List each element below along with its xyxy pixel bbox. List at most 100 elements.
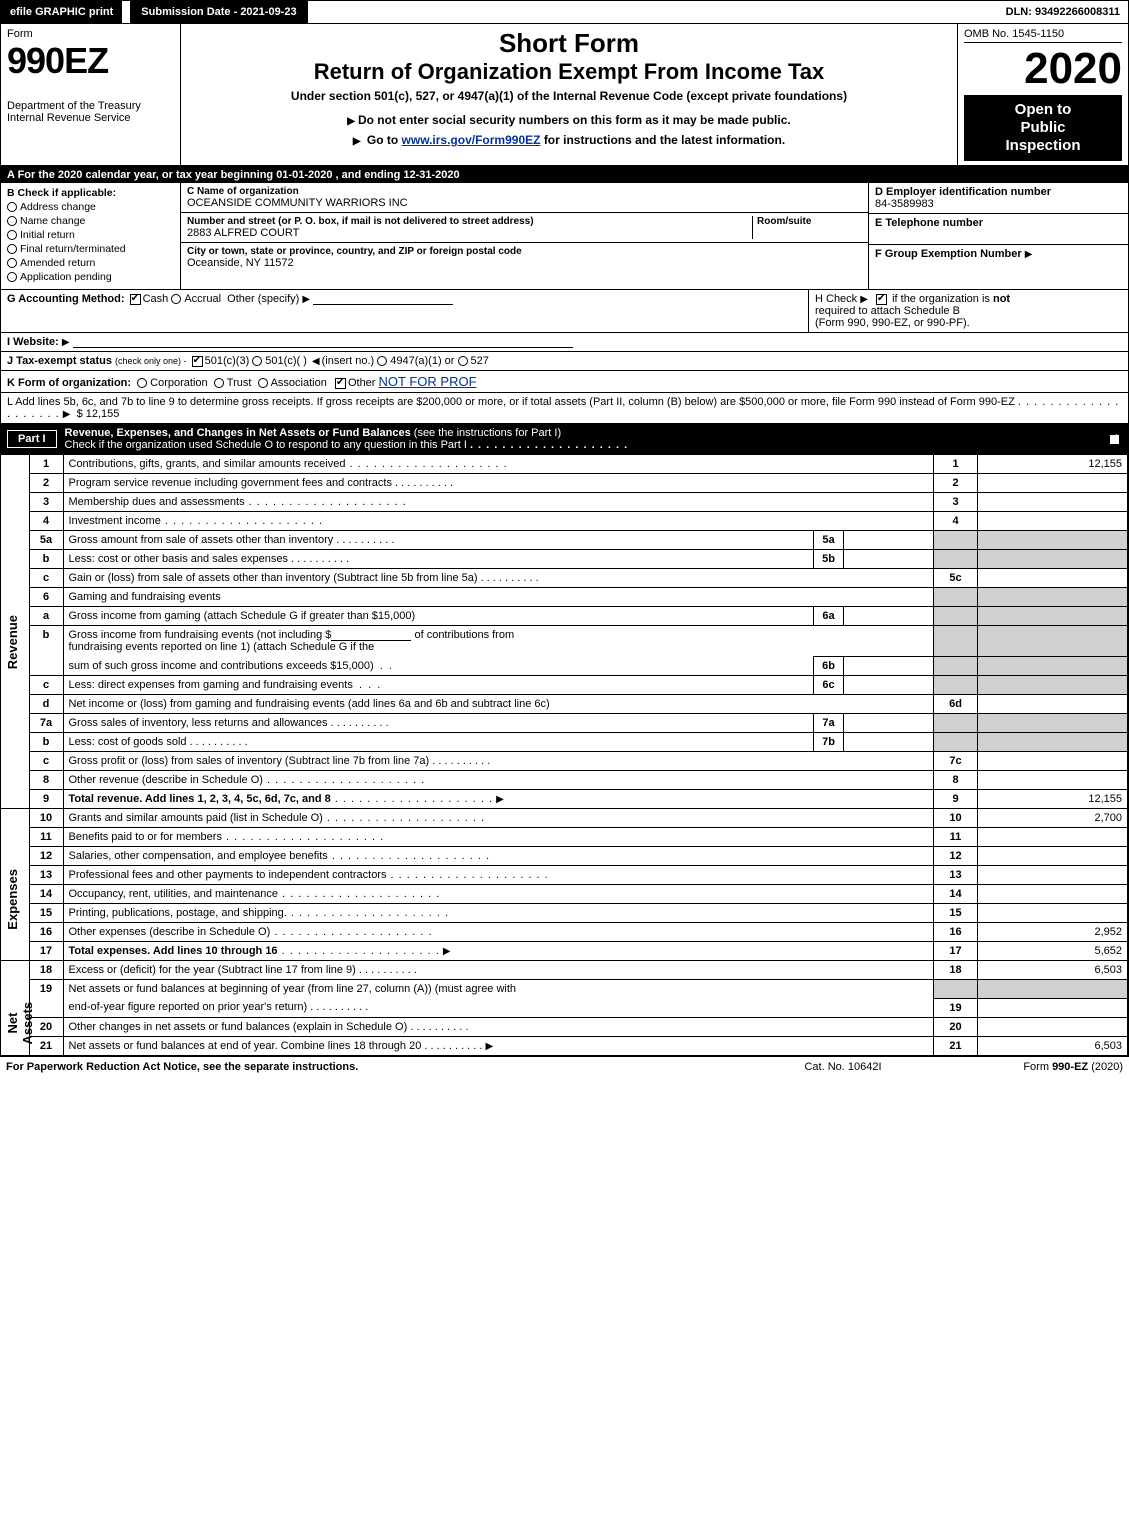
cb-application-pending[interactable]: Application pending	[7, 271, 174, 283]
chk-other-org[interactable]	[335, 378, 346, 389]
chk-assoc[interactable]	[258, 378, 268, 388]
col-d-ein: D Employer identification number 84-3589…	[868, 183, 1128, 289]
opt-501c3: 501(c)(3)	[205, 355, 250, 367]
irs-link[interactable]: www.irs.gov/Form990EZ	[402, 133, 541, 147]
part-1-title: Revenue, Expenses, and Changes in Net As…	[65, 427, 411, 439]
table-row: Net Assets 18Excess or (deficit) for the…	[1, 961, 1128, 980]
table-row: 2Program service revenue including gover…	[1, 474, 1128, 493]
spacer	[308, 1, 998, 23]
dots	[278, 945, 440, 957]
table-row: bLess: cost of goods sold7b	[1, 733, 1128, 752]
arrow-icon	[302, 293, 313, 305]
shade-cell	[934, 980, 978, 999]
street-address: 2883 ALFRED COURT	[187, 227, 752, 239]
cb-final-return[interactable]: Final return/terminated	[7, 243, 174, 255]
table-row: aGross income from gaming (attach Schedu…	[1, 607, 1128, 626]
line-num: 16	[29, 923, 63, 942]
line-num: 10	[29, 809, 63, 828]
line-text: Other revenue (describe in Schedule O)	[69, 774, 426, 786]
other-specify-input[interactable]	[313, 293, 453, 305]
line-num: 12	[29, 847, 63, 866]
chk-schedule-o[interactable]	[1109, 434, 1120, 445]
goto-pre: Go to	[367, 133, 402, 147]
line-text: Gross sales of inventory, less returns a…	[69, 717, 389, 729]
line-num: 1	[29, 455, 63, 474]
line-ref: 15	[934, 904, 978, 923]
chk-4947[interactable]	[377, 356, 387, 366]
table-row: 12Salaries, other compensation, and empl…	[1, 847, 1128, 866]
opt-4947: 4947(a)(1) or	[390, 355, 454, 367]
part-1-header: Part I Revenue, Expenses, and Changes in…	[1, 424, 1128, 454]
chk-trust[interactable]	[214, 378, 224, 388]
contrib-amount-input[interactable]	[331, 629, 411, 641]
open-l2: Public	[968, 119, 1118, 137]
website-input[interactable]	[73, 336, 573, 348]
part-1-label: Part I	[7, 430, 57, 448]
table-row: cGain or (loss) from sale of assets othe…	[1, 569, 1128, 588]
table-row: 9Total revenue. Add lines 1, 2, 3, 4, 5c…	[1, 790, 1128, 809]
line-text: Professional fees and other payments to …	[69, 869, 549, 881]
line-amount	[978, 493, 1128, 512]
line-ref: 18	[934, 961, 978, 980]
line-num: 7a	[29, 714, 63, 733]
chk-501c3[interactable]	[192, 356, 203, 367]
chk-501c[interactable]	[252, 356, 262, 366]
dots	[470, 439, 628, 451]
arrow-icon	[486, 1040, 497, 1052]
cb-name-change[interactable]: Name change	[7, 215, 174, 227]
table-row: cLess: direct expenses from gaming and f…	[1, 676, 1128, 695]
opt-other-org: Other	[348, 377, 376, 389]
identity-block: B Check if applicable: Address change Na…	[1, 183, 1128, 290]
top-bar: efile GRAPHIC print Submission Date - 20…	[1, 1, 1128, 24]
table-row: 15Printing, publications, postage, and s…	[1, 904, 1128, 923]
opt-corp: Corporation	[150, 377, 207, 389]
line-num: 18	[29, 961, 63, 980]
line-ref: 6d	[934, 695, 978, 714]
line-text: Net assets or fund balances at beginning…	[63, 980, 934, 999]
open-l3: Inspection	[968, 137, 1118, 155]
line-num: 6	[29, 588, 63, 607]
efile-print-button[interactable]: efile GRAPHIC print	[1, 1, 122, 23]
row-i-website: I Website:	[1, 333, 1128, 352]
table-row: Expenses 10Grants and similar amounts pa…	[1, 809, 1128, 828]
org-name-cell: C Name of organization OCEANSIDE COMMUNI…	[181, 183, 868, 213]
line-ref: 11	[934, 828, 978, 847]
sub-box-num: 7a	[814, 714, 844, 733]
line-amount	[978, 828, 1128, 847]
form-ref: 990-EZ	[1052, 1061, 1088, 1073]
line-amount	[978, 752, 1128, 771]
line-num: 14	[29, 885, 63, 904]
cb-initial-return[interactable]: Initial return	[7, 229, 174, 241]
cb-address-change[interactable]: Address change	[7, 201, 174, 213]
other-org-value-link[interactable]: NOT FOR PROF	[379, 374, 477, 389]
chk-cash[interactable]	[130, 294, 141, 305]
table-row: cGross profit or (loss) from sales of in…	[1, 752, 1128, 771]
chk-corp[interactable]	[137, 378, 147, 388]
line-text: Gross profit or (loss) from sales of inv…	[69, 755, 491, 767]
line-num: 2	[29, 474, 63, 493]
line-text: Occupancy, rent, utilities, and maintena…	[69, 888, 441, 900]
chk-schedule-b[interactable]	[876, 294, 887, 305]
line-num: 15	[29, 904, 63, 923]
line-text: Gain or (loss) from sale of assets other…	[69, 572, 539, 584]
goto-line: Go to www.irs.gov/Form990EZ for instruct…	[189, 133, 949, 147]
line-amount: 2,952	[978, 923, 1128, 942]
sub-box-amt	[844, 714, 934, 733]
line-num: b	[29, 733, 63, 752]
sub-box-amt	[844, 733, 934, 752]
shade-cell	[934, 626, 978, 657]
table-row: 7a Gross sales of inventory, less returns…	[1, 714, 1128, 733]
warning-ssn: Do not enter social security numbers on …	[189, 113, 949, 127]
city-label: City or town, state or province, country…	[187, 246, 862, 257]
cb-label: Amended return	[20, 257, 95, 269]
chk-527[interactable]	[458, 356, 468, 366]
title-return: Return of Organization Exempt From Incom…	[189, 59, 949, 85]
sub-box-amt	[844, 657, 934, 676]
arrow-icon	[62, 336, 73, 348]
line-amount	[978, 1017, 1128, 1036]
shade-cell	[978, 676, 1128, 695]
cb-amended-return[interactable]: Amended return	[7, 257, 174, 269]
opt-other: Other (specify)	[227, 293, 299, 305]
chk-accrual[interactable]	[171, 294, 181, 304]
line-text: Other changes in net assets or fund bala…	[69, 1021, 469, 1033]
